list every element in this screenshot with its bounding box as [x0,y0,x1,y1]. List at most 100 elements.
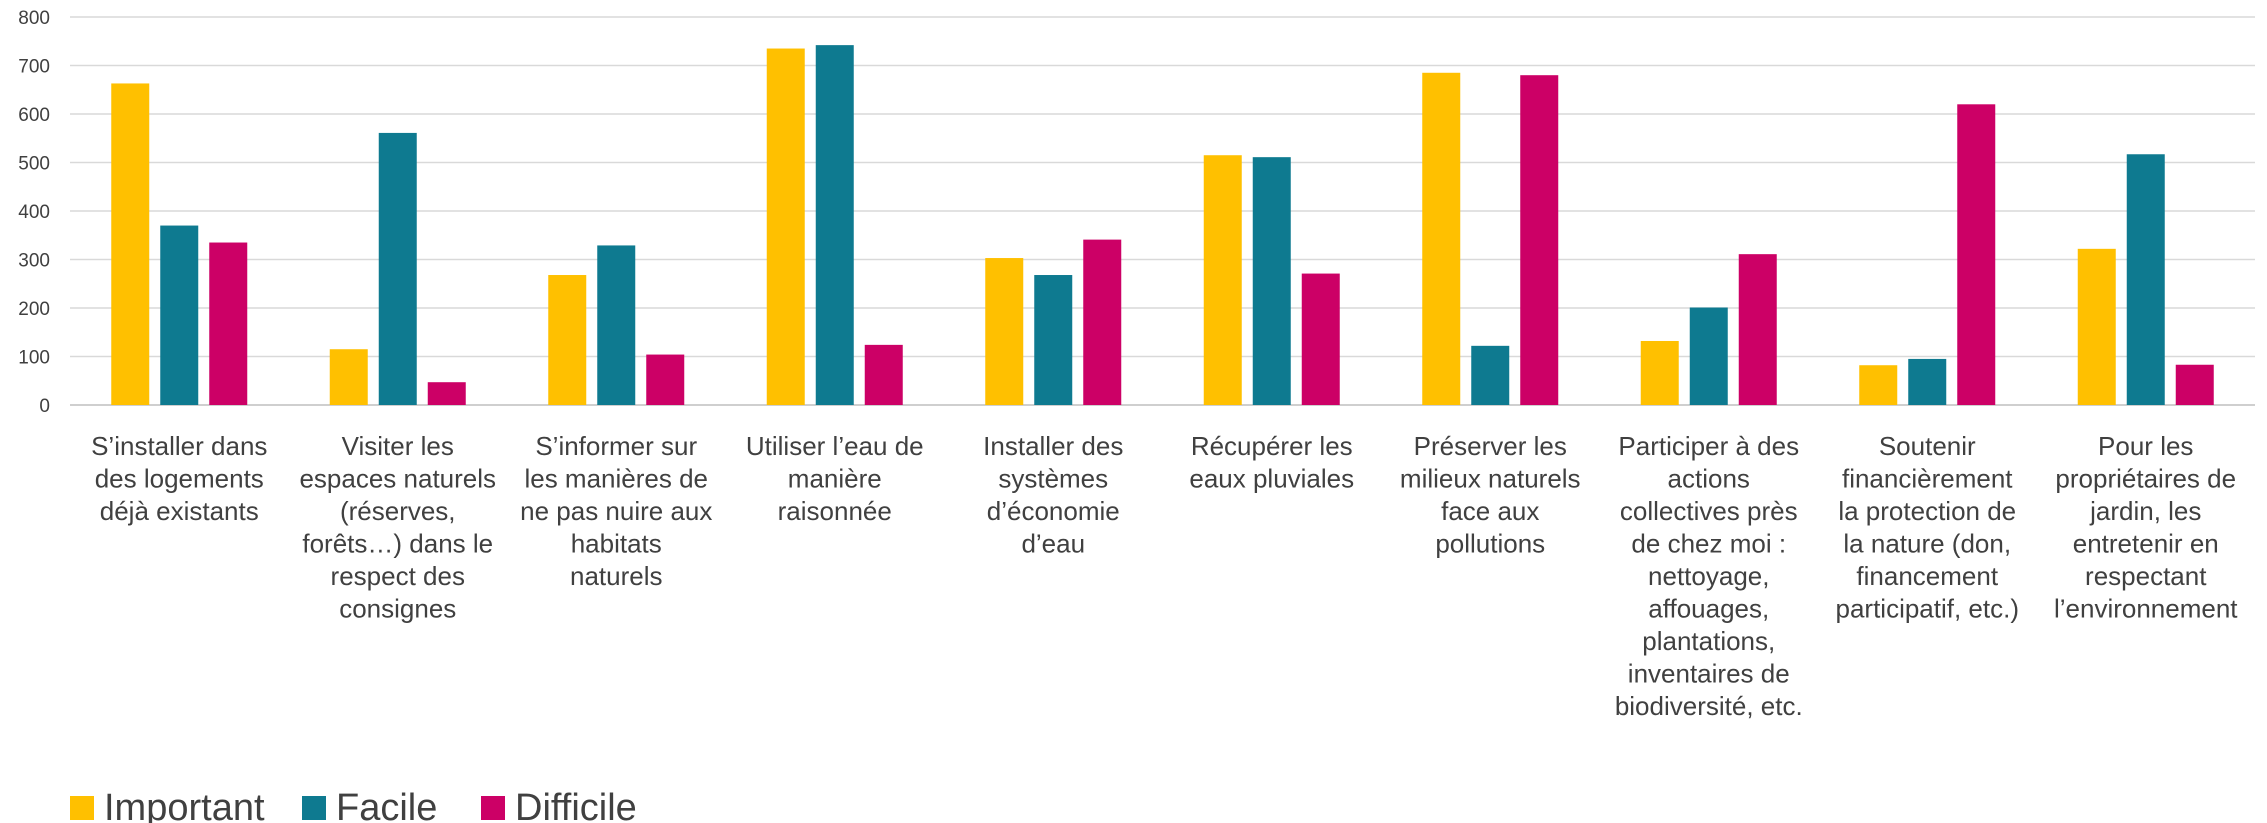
bar-facile-5 [1034,275,1073,405]
legend: Important Facile Difficile [70,787,637,823]
legend-label-important: Important [104,787,265,823]
x-category-label-line: Préserver les [1414,431,1567,461]
x-category-label-line: Visiter les [342,431,454,461]
bar-difficile-4 [864,344,903,405]
y-tick-label: 800 [18,8,50,29]
x-category-label-line: ne pas nuire aux [520,496,712,526]
bar-important-3 [548,275,587,405]
x-category-label-line: Utiliser l’eau de [746,431,924,461]
y-tick-label: 500 [18,154,50,175]
x-category-label-line: S’installer dans [91,431,267,461]
bar-important-10 [2077,248,2116,405]
bar-difficile-5 [1083,239,1122,405]
x-category-label: S’installer dans des logements déjà exista… [91,431,267,526]
gridlines [70,16,2255,406]
bar-difficile-8 [1738,254,1777,405]
x-category-label-line: naturels [570,561,663,591]
x-category-label-line: (réserves, [340,496,456,526]
x-category-label-line: biodiversité, etc. [1615,691,1803,721]
x-category-label-line: financement [1856,561,1998,591]
x-category-label-line: affouages, [1648,594,1769,624]
x-category-label-line: propriétaires de [2055,464,2236,494]
x-category-label-line: face aux [1441,496,1539,526]
bar-difficile-2 [427,382,466,405]
bar-important-2 [329,349,368,405]
bar-facile-1 [160,225,199,405]
x-category-label-line: participatif, etc.) [1835,594,2019,624]
x-category-label: Visiter les espaces naturels (réserves, for… [299,431,496,624]
bar-important-7 [1422,72,1461,406]
y-axis: 0 100 200 300 400 500 600 700 800 [18,8,50,417]
bar-difficile-9 [1957,104,1996,406]
bar-difficile-7 [1520,75,1559,405]
bar-important-1 [111,83,150,405]
bar-difficile-1 [209,242,248,405]
legend-swatch-difficile [481,796,505,820]
x-category-label-line: respectant [2085,561,2207,591]
x-category-label-line: Pour les [2098,431,2193,461]
bar-important-8 [1640,340,1679,405]
bar-facile-9 [1908,358,1947,405]
x-category-label-line: la nature (don, [1843,529,2011,559]
bar-important-4 [766,48,805,406]
y-tick-label: 200 [18,299,50,320]
bar-important-6 [1203,155,1242,405]
x-category-label-line: financièrement [1842,464,2013,494]
bar-facile-3 [597,245,636,405]
x-category-label: Soutenir financièrement la protection de la… [1835,431,2019,624]
x-category-label-line: manière [788,464,882,494]
bar-facile-7 [1471,345,1510,405]
x-category-label-line: la protection de [1838,496,2016,526]
bars [111,45,2214,406]
bar-difficile-10 [2175,364,2214,405]
x-category-label-line: eaux pluviales [1189,464,1354,494]
x-axis-labels: S’installer dans des logements déjà exista… [91,431,2238,721]
x-category-label-line: pollutions [1435,529,1545,559]
y-tick-label: 700 [18,57,50,78]
x-category-label-line: entretenir en [2073,529,2219,559]
bar-facile-6 [1252,157,1291,405]
x-category-label: Pour les propriétaires de jardin, les entre… [2054,431,2238,624]
bar-difficile-3 [646,354,685,405]
x-category-label-line: d’eau [1021,529,1085,559]
x-category-label-line: Récupérer les [1191,431,1353,461]
x-category-label-line: collectives près [1620,496,1798,526]
x-category-label: Participer à des actions collectives près d… [1615,431,1803,721]
x-category-label-line: Soutenir [1879,431,1976,461]
y-tick-label: 400 [18,202,50,223]
bar-facile-8 [1689,307,1728,405]
x-category-label-line: systèmes [998,464,1108,494]
legend-swatch-facile [302,796,326,820]
x-category-label-line: jardin, les [2089,496,2201,526]
y-tick-label: 0 [39,396,50,417]
bar-important-9 [1859,365,1898,405]
x-category-label-line: actions [1668,464,1750,494]
bar-facile-10 [2126,154,2165,405]
x-category-label-line: de chez moi : [1631,529,1786,559]
x-category-label: Récupérer les eaux pluviales [1189,431,1354,494]
x-category-label-line: raisonnée [778,496,892,526]
x-category-label-line: d’économie [987,496,1120,526]
y-tick-label: 600 [18,105,50,126]
x-category-label-line: S’informer sur [535,431,697,461]
y-tick-label: 300 [18,251,50,272]
x-category-label: Installer des systèmes d’économie d’eau [983,431,1123,559]
bar-facile-2 [378,132,417,406]
x-category-label-line: habitats [571,529,662,559]
x-category-label-line: inventaires de [1628,659,1790,689]
x-category-label: Utiliser l’eau de manière raisonnée [746,431,924,526]
x-category-label-line: nettoyage, [1648,561,1769,591]
x-category-label-line: des logements [95,464,264,494]
x-category-label-line: forêts…) dans le [302,529,493,559]
x-category-label: S’informer sur les manières de ne pas nuir… [520,431,712,591]
x-category-label-line: Installer des [983,431,1123,461]
x-category-label: Préserver les milieux naturels face aux pol… [1400,431,1581,559]
x-category-label-line: plantations, [1642,626,1775,656]
legend-label-difficile: Difficile [515,787,637,823]
x-category-label-line: déjà existants [100,496,259,526]
x-category-label-line: les manières de [524,464,708,494]
legend-label-facile: Facile [336,787,437,823]
x-category-label-line: Participer à des [1618,431,1799,461]
x-category-label-line: milieux naturels [1400,464,1581,494]
